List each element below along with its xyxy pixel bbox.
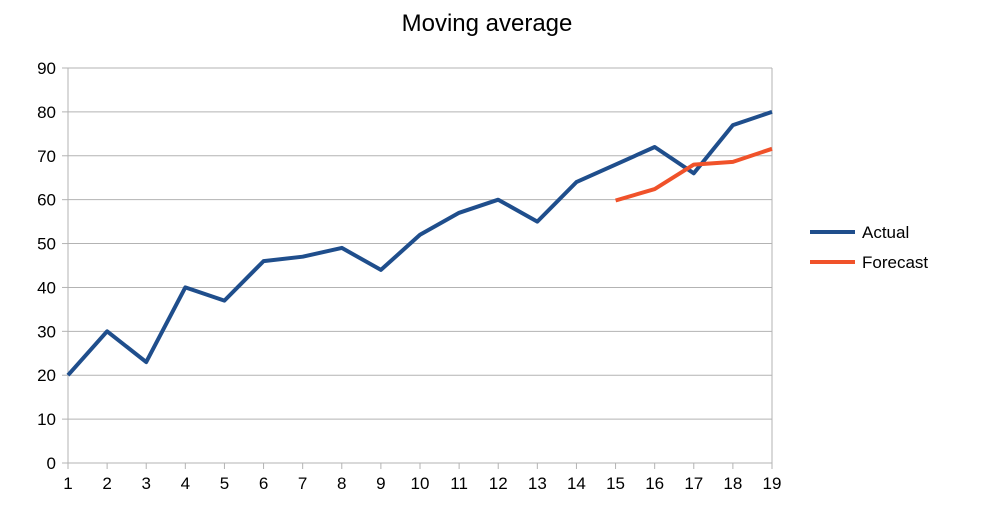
gridlines [68, 67, 772, 464]
legend-label-actual: Actual [862, 223, 909, 242]
x-tick-label: 4 [181, 474, 190, 493]
x-tick-label: 12 [489, 474, 508, 493]
x-tick-label: 19 [763, 474, 782, 493]
x-tick-label: 11 [450, 474, 468, 493]
x-tick-label: 1 [63, 474, 72, 493]
x-tick-label: 13 [528, 474, 547, 493]
y-tick-label: 80 [37, 103, 56, 122]
x-tick-label: 2 [102, 474, 111, 493]
y-tick-labels: 0 10 20 30 40 50 60 70 80 90 [37, 59, 56, 473]
legend-label-forecast: Forecast [862, 253, 928, 272]
x-tick-label: 3 [141, 474, 150, 493]
y-tick-label: 40 [37, 278, 56, 297]
x-tick-label: 6 [259, 474, 268, 493]
x-tick-label: 5 [220, 474, 229, 493]
x-tick-label: 9 [376, 474, 385, 493]
y-tick-label: 60 [37, 191, 56, 210]
series-line-forecast [615, 146, 773, 203]
y-tick-label: 30 [37, 322, 56, 341]
x-tick-labels: 1 2 3 4 5 6 7 8 9 10 11 12 13 14 15 16 17 18 19 [63, 474, 781, 493]
axes [62, 67, 773, 469]
x-tick-label: 10 [411, 474, 430, 493]
y-tick-label: 0 [47, 454, 56, 473]
y-tick-label: 70 [37, 147, 56, 166]
series-lines [66, 110, 773, 377]
y-tick-label: 10 [37, 410, 56, 429]
x-tick-label: 7 [298, 474, 307, 493]
y-tick-label: 90 [37, 59, 56, 78]
x-tick-label: 14 [567, 474, 586, 493]
x-tick-label: 17 [684, 474, 703, 493]
x-tick-label: 15 [606, 474, 625, 493]
y-tick-label: 50 [37, 235, 56, 254]
x-tick-label: 18 [723, 474, 742, 493]
x-tick-label: 16 [645, 474, 664, 493]
legend: Actual Forecast [810, 223, 928, 272]
chart-title: Moving average [402, 10, 573, 37]
series-line-actual [66, 110, 773, 377]
y-tick-label: 20 [37, 366, 56, 385]
x-tick-label: 8 [337, 474, 346, 493]
